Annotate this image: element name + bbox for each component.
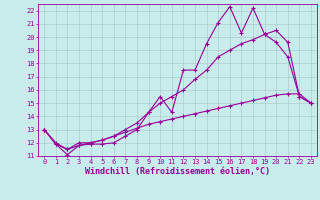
X-axis label: Windchill (Refroidissement éolien,°C): Windchill (Refroidissement éolien,°C)	[85, 167, 270, 176]
